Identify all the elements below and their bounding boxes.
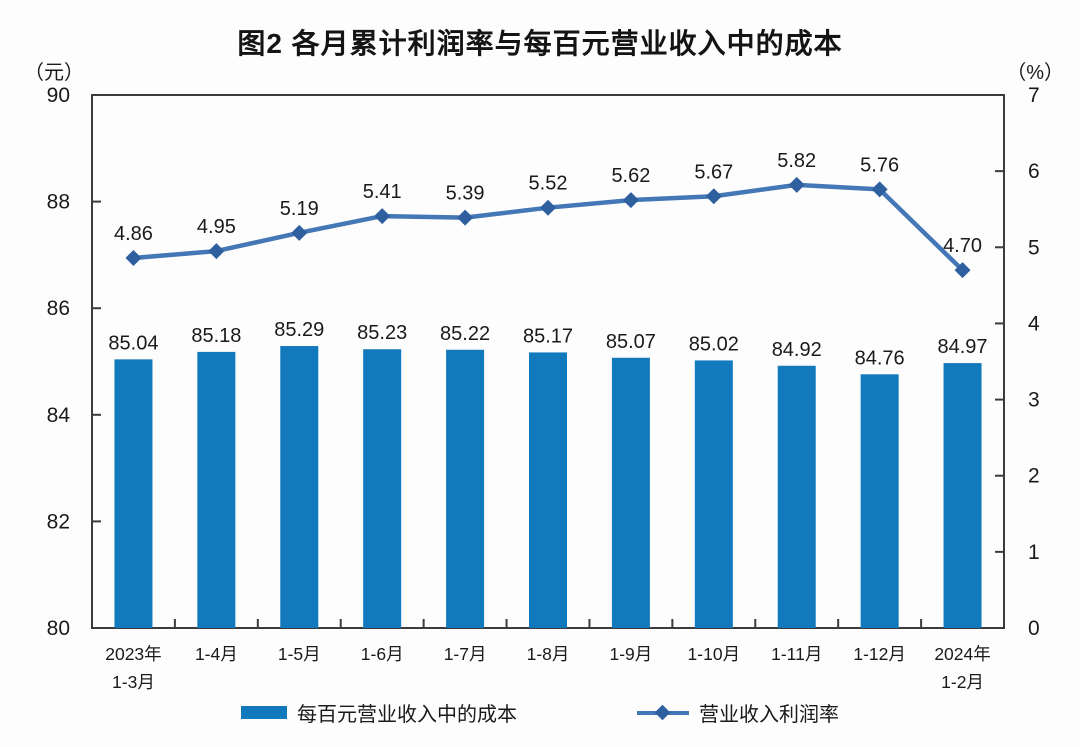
legend: 每百元营业收入中的成本 营业收入利润率 bbox=[0, 698, 1080, 727]
legend-label-cost: 每百元营业收入中的成本 bbox=[297, 704, 517, 726]
x-tick-label: 1-9月 bbox=[610, 644, 653, 664]
line-point bbox=[457, 209, 474, 226]
bar-label: 84.97 bbox=[938, 336, 988, 358]
line-series-swatch-icon bbox=[637, 704, 689, 720]
bar bbox=[943, 363, 982, 628]
line-point bbox=[622, 192, 639, 209]
line-label: 5.41 bbox=[363, 181, 402, 203]
line-label: 5.62 bbox=[611, 165, 650, 187]
bar bbox=[197, 351, 236, 628]
line-point bbox=[871, 181, 888, 198]
y-left-tick-label: 90 bbox=[47, 84, 70, 107]
x-tick-label: 1-3月 bbox=[112, 672, 155, 692]
line-label: 4.95 bbox=[197, 216, 236, 238]
y-right-tick-label: 5 bbox=[1028, 236, 1040, 259]
y-right-tick-label: 3 bbox=[1028, 389, 1040, 412]
line-label: 5.76 bbox=[860, 154, 899, 176]
line-point bbox=[788, 176, 805, 193]
chart-title: 图2 各月累计利润率与每百元营业收入中的成本 bbox=[237, 28, 843, 59]
y-left-tick-label: 84 bbox=[47, 404, 71, 427]
bar-label: 84.92 bbox=[772, 339, 822, 361]
bar bbox=[280, 346, 319, 628]
legend-item-profit-rate: 营业收入利润率 bbox=[637, 698, 839, 727]
bar-label: 85.17 bbox=[523, 325, 573, 347]
bar-series-swatch-icon bbox=[241, 706, 287, 719]
bar-label: 84.76 bbox=[855, 347, 905, 369]
y-right-tick-label: 7 bbox=[1028, 84, 1040, 107]
line-label: 5.19 bbox=[280, 198, 319, 220]
right-axis-unit-label: （%） bbox=[1006, 62, 1064, 84]
line-point bbox=[125, 249, 142, 266]
y-left-tick-label: 88 bbox=[47, 191, 70, 214]
x-tick-label: 1-10月 bbox=[688, 644, 741, 664]
bar-label: 85.23 bbox=[357, 322, 407, 344]
bar bbox=[363, 349, 402, 628]
x-tick-label: 1-7月 bbox=[444, 644, 487, 664]
x-tick-label: 1-11月 bbox=[771, 644, 822, 664]
y-right-tick-label: 1 bbox=[1028, 541, 1040, 564]
y-left-tick-label: 82 bbox=[47, 510, 70, 533]
line-point bbox=[374, 208, 391, 225]
bar bbox=[694, 360, 733, 628]
y-left-tick-label: 86 bbox=[47, 297, 70, 320]
x-tick-label: 2024年 bbox=[934, 644, 990, 664]
bar-label: 85.04 bbox=[108, 332, 158, 354]
left-axis-unit-label: （元） bbox=[24, 62, 84, 84]
y-right-tick-label: 6 bbox=[1028, 160, 1040, 183]
line-point bbox=[208, 243, 225, 260]
legend-item-cost: 每百元营业收入中的成本 bbox=[241, 698, 517, 727]
bar-label: 85.22 bbox=[440, 323, 490, 345]
x-tick-label: 1-5月 bbox=[278, 644, 321, 664]
line-label: 5.82 bbox=[777, 150, 816, 172]
y-right-tick-label: 4 bbox=[1028, 312, 1040, 335]
x-tick-label: 2023年 bbox=[105, 644, 161, 664]
line-point bbox=[705, 188, 722, 205]
bar-label: 85.02 bbox=[689, 333, 739, 355]
line-label: 4.70 bbox=[943, 235, 982, 257]
x-tick-label: 1-4月 bbox=[195, 644, 238, 664]
x-tick-label: 1-2月 bbox=[941, 672, 984, 692]
bar-label: 85.29 bbox=[274, 319, 324, 341]
x-tick-label: 1-6月 bbox=[361, 644, 404, 664]
bar-label: 85.18 bbox=[191, 325, 241, 347]
line-label: 5.39 bbox=[446, 183, 485, 205]
bar bbox=[529, 352, 567, 628]
y-right-tick-label: 2 bbox=[1028, 465, 1040, 488]
bar bbox=[114, 359, 153, 628]
bar bbox=[611, 357, 650, 628]
legend-label-profit-rate: 营业收入利润率 bbox=[699, 704, 839, 726]
line-point bbox=[954, 262, 971, 279]
y-right-tick-label: 0 bbox=[1028, 617, 1040, 640]
line-label: 5.52 bbox=[529, 173, 568, 195]
bar-label: 85.07 bbox=[606, 331, 656, 353]
bar bbox=[446, 349, 485, 628]
bar bbox=[777, 365, 816, 628]
y-left-tick-label: 80 bbox=[47, 617, 70, 640]
line-point bbox=[540, 199, 556, 216]
x-tick-label: 1-8月 bbox=[527, 644, 570, 664]
bar bbox=[860, 374, 899, 628]
line-series bbox=[131, 182, 965, 273]
line-point bbox=[291, 224, 308, 241]
x-tick-label: 1-12月 bbox=[853, 644, 906, 664]
line-label: 4.86 bbox=[114, 223, 153, 245]
line-label: 5.67 bbox=[694, 161, 733, 183]
